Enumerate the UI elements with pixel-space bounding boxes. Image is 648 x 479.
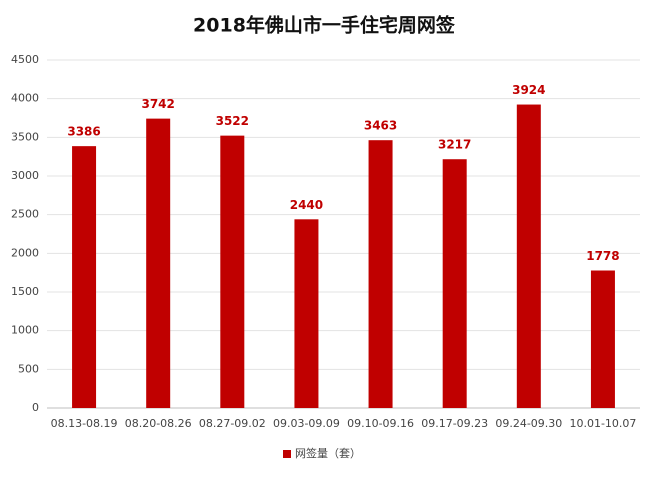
y-tick-label: 1000 [11,324,39,337]
value-label: 3924 [512,83,545,97]
bar [368,140,393,408]
bar [146,118,171,409]
value-label: 2440 [290,198,323,212]
y-tick-label: 3000 [11,169,39,182]
y-tick-label: 0 [32,401,39,414]
x-tick-label: 09.17-09.23 [421,417,488,430]
value-label: 3217 [438,138,471,152]
bar [590,270,615,408]
y-tick-label: 4000 [11,92,39,105]
legend-swatch [283,450,291,458]
y-tick-label: 2500 [11,208,39,221]
chart-title: 2018年佛山市一手住宅周网签 [193,14,456,37]
value-label: 3742 [141,97,174,111]
value-label: 3522 [216,114,249,128]
y-tick-label: 500 [18,362,39,375]
value-label: 1778 [586,249,619,263]
x-tick-label: 09.10-09.16 [347,417,414,430]
y-tick-label: 3500 [11,130,39,143]
y-tick-label: 1500 [11,285,39,298]
x-tick-label: 09.03-09.09 [273,417,340,430]
x-tick-label: 08.20-08.26 [125,417,192,430]
x-tick-label: 10.01-10.07 [569,417,636,430]
x-tick-label: 08.13-08.19 [51,417,118,430]
y-tick-label: 2000 [11,246,39,259]
value-label: 3463 [364,119,397,133]
bar [442,159,467,408]
bar [516,104,541,408]
legend-label: 网签量（套） [295,446,361,460]
bar [72,146,97,408]
x-tick-label: 09.24-09.30 [495,417,562,430]
value-label: 3386 [67,125,100,139]
bar [294,219,319,408]
x-tick-label: 08.27-09.02 [199,417,266,430]
y-tick-label: 4500 [11,53,39,66]
bar [220,135,245,408]
